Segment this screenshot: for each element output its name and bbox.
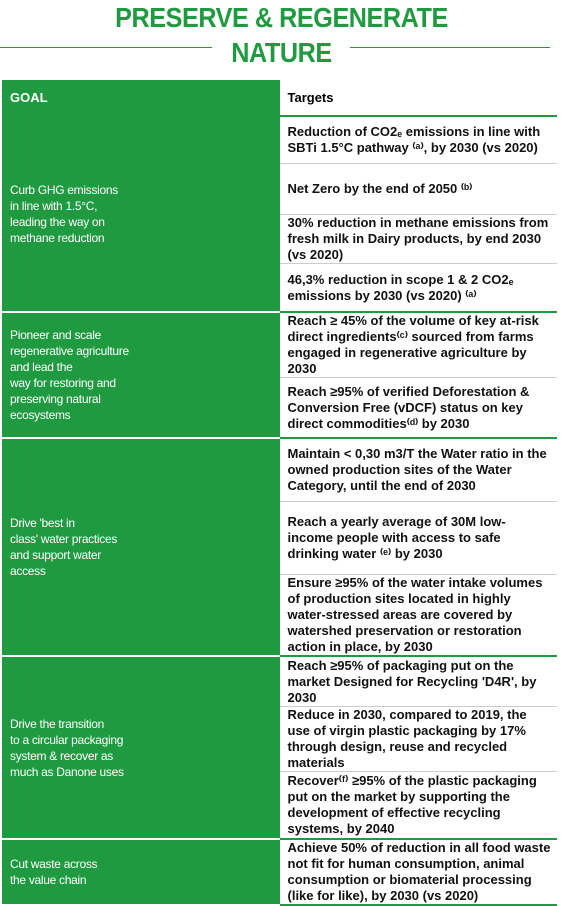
target-cell: Maintain < 0,30 m3/T the Water ratio in … <box>279 438 557 502</box>
target-row: Net Zero by the end of 2050 ⁽ᵇ⁾ <box>2 163 557 215</box>
title: PRESERVE & REGENERATE <box>115 2 448 33</box>
target-row: Drive the transition to a circular packa… <box>2 656 557 840</box>
goal-cell: Curb GHG emissions in line with 1.5°C, l… <box>2 116 280 313</box>
target-row: Drive 'best in class' water practices an… <box>2 438 557 657</box>
target-cell: Achieve 50% of reduction in all food was… <box>279 839 557 906</box>
goal-cell: Drive 'best in class' water practices an… <box>2 438 280 657</box>
target-cell: 46,3% reduction in scope 1 & 2 CO2ₑ emis… <box>279 263 557 313</box>
target-cell: Reduction of CO2ₑ emissions in line with… <box>279 116 557 164</box>
target-cell: Reach ≥ 45% of the volume of key at-risk… <box>279 312 557 378</box>
target-row: 46,3% reduction in scope 1 & 2 CO2ₑ emis… <box>2 263 557 313</box>
header-row: GOAL Targets <box>2 80 557 117</box>
title: NATURE <box>231 37 332 68</box>
column-header: Targets <box>279 80 557 117</box>
target-cell: Net Zero by the end of 2050 ⁽ᵇ⁾ <box>279 163 557 215</box>
target-cell: Reach ≥95% of packaging put on the marke… <box>279 656 557 707</box>
column-header: GOAL <box>2 80 280 117</box>
target-row: Ensure ≥95% of the water intake volumes … <box>2 574 557 657</box>
target-row: Reach a yearly average of 30M low-income… <box>2 501 557 575</box>
target-row: Reach ≥95% of verified Deforestation & C… <box>2 377 557 439</box>
goal-cell: Cut waste across the value chain <box>2 839 280 906</box>
target-cell: Reduce in 2030, compared to 2019, the us… <box>279 706 557 772</box>
targets-table: GOAL Targets Curb GHG emissions in line wi… <box>2 80 557 906</box>
title-rule <box>0 47 212 48</box>
target-cell: 30% reduction in methane emissions from … <box>279 214 557 264</box>
target-row: Curb GHG emissions in line with 1.5°C, l… <box>2 116 557 313</box>
target-cell: Reach ≥95% of verified Deforestation & C… <box>279 377 557 439</box>
target-row: Reduce in 2030, compared to 2019, the us… <box>2 706 557 772</box>
target-cell: Recover⁽ᶠ⁾ ≥95% of the plastic packaging… <box>279 771 557 840</box>
target-row: Recover⁽ᶠ⁾ ≥95% of the plastic packaging… <box>2 771 557 840</box>
target-row: Pioneer and scale regenerative agricultu… <box>2 312 557 439</box>
target-cell: Ensure ≥95% of the water intake volumes … <box>279 574 557 657</box>
target-row: 30% reduction in methane emissions from … <box>2 214 557 264</box>
target-row: Cut waste across the value chain Achieve … <box>2 839 557 906</box>
title-rule <box>350 47 550 48</box>
goal-cell: Pioneer and scale regenerative agricultu… <box>2 312 280 439</box>
target-cell: Reach a yearly average of 30M low-income… <box>279 501 557 575</box>
goal-cell: Drive the transition to a circular packa… <box>2 656 280 840</box>
